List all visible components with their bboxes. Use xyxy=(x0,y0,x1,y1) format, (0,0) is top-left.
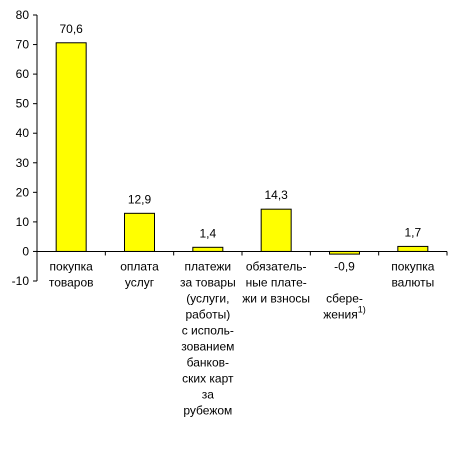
y-axis: -10 0 10 20 30 40 50 60 70 80 xyxy=(12,8,38,288)
value-label: 70,6 xyxy=(59,22,83,36)
bar xyxy=(260,208,292,252)
category-label: сбере-жения1) xyxy=(323,291,366,321)
bars xyxy=(55,42,429,255)
y-tick-label: 80 xyxy=(16,8,30,22)
category-labels: покупка товаров оплата услуг платежи за товар… xyxy=(49,259,435,417)
value-label: 1,7 xyxy=(404,225,421,239)
value-labels: 70,6 12,9 1,4 14,3 -0,9 1,7 xyxy=(59,22,421,274)
value-label: 1,4 xyxy=(199,226,216,240)
bar xyxy=(124,212,155,252)
value-label: 12,9 xyxy=(128,192,152,206)
category-label: платежи за товары (услуги, работы) с исполь-… xyxy=(180,259,236,417)
y-tick-label: -10 xyxy=(12,274,30,288)
y-tick-label: 20 xyxy=(16,185,30,199)
category-label: оплата услуг xyxy=(120,259,159,289)
y-tick-label: 10 xyxy=(16,215,30,229)
y-tick-label: 0 xyxy=(22,244,29,258)
y-tick-label: 40 xyxy=(16,126,30,140)
y-tick-label: 50 xyxy=(16,97,30,111)
category-label: покупка товаров xyxy=(49,259,94,289)
bar xyxy=(55,42,87,252)
bar xyxy=(192,246,224,252)
y-tick-label: 60 xyxy=(16,67,30,81)
value-label: -0,9 xyxy=(334,259,355,273)
y-tick-label: 30 xyxy=(16,156,30,170)
bar xyxy=(397,245,429,252)
value-label: 14,3 xyxy=(264,188,288,202)
footnote-marker: 1) xyxy=(358,304,366,314)
y-tick-label: 70 xyxy=(16,38,30,52)
category-label: обязатель-ные плате-жи и взносы xyxy=(242,259,310,305)
category-label: покупка валюты xyxy=(391,259,435,289)
x-axis xyxy=(36,250,448,256)
